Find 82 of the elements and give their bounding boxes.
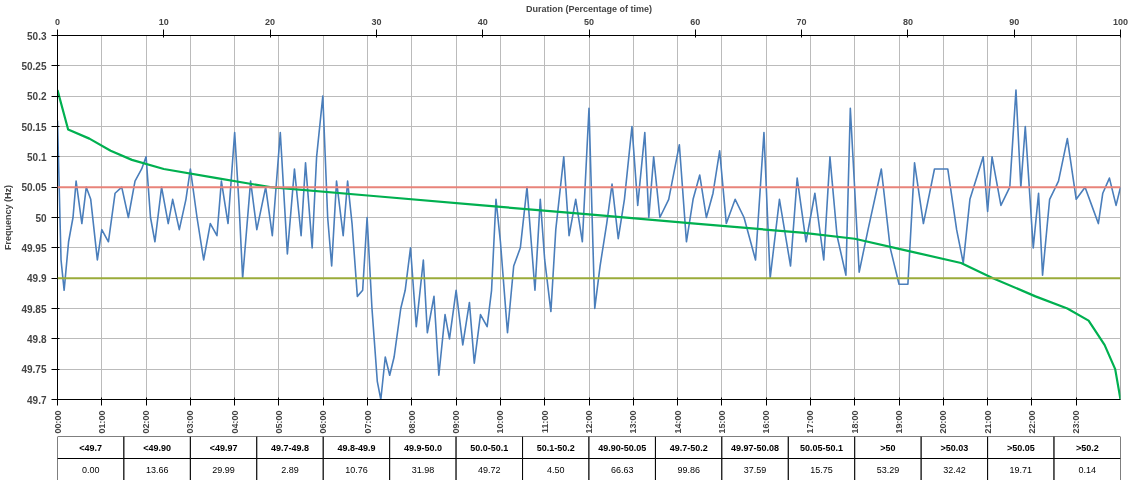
x-tick-label: 04:00 bbox=[229, 410, 240, 434]
text: 49.72 bbox=[478, 464, 501, 475]
x-tick-label: 07:00 bbox=[362, 410, 373, 434]
y-axis-title: Frequency (Hz) bbox=[3, 184, 14, 250]
y-tick-label: 49.95 bbox=[21, 242, 47, 254]
y-tick-label: 50.3 bbox=[27, 30, 47, 42]
x-tick-label: 14:00 bbox=[672, 410, 683, 434]
text: 4.50 bbox=[547, 464, 565, 475]
text: 0.14 bbox=[1078, 464, 1097, 475]
category-label: 49.7-50.2 bbox=[669, 442, 708, 453]
x2-tick-label: 100 bbox=[1112, 16, 1128, 27]
x2-tick-label: 90 bbox=[1009, 16, 1020, 27]
y-tick-label: 50.1 bbox=[27, 151, 47, 163]
category-label: 50.0-50.1 bbox=[470, 442, 509, 453]
y-tick-label: 50.2 bbox=[27, 91, 47, 103]
category-label: >50.2 bbox=[1075, 442, 1099, 453]
x-tick-label: 16:00 bbox=[761, 410, 772, 434]
text: 32.42 bbox=[943, 464, 966, 475]
category-label: 50.1-50.2 bbox=[536, 442, 575, 453]
y-tick-label: 49.7 bbox=[27, 394, 47, 406]
y-tick-label: 50.05 bbox=[21, 182, 47, 194]
x-tick-label: 08:00 bbox=[406, 410, 417, 434]
x-tick-label: 12:00 bbox=[584, 410, 594, 434]
x2-tick-label: 40 bbox=[477, 16, 488, 27]
x-tick-label: 05:00 bbox=[273, 410, 284, 434]
category-label: 50.05-50.1 bbox=[800, 442, 844, 453]
text: 10.76 bbox=[345, 464, 368, 475]
x-tick-label: 03:00 bbox=[185, 410, 196, 434]
text: 37.59 bbox=[743, 464, 767, 475]
y-tick-label: 49.8 bbox=[27, 333, 47, 345]
category-label: 49.97-50.08 bbox=[731, 442, 780, 453]
category-label: <49.7 bbox=[79, 442, 103, 453]
x-tick-label: 21:00 bbox=[982, 410, 993, 434]
category-label: >50.03 bbox=[940, 442, 969, 453]
x2-tick-label: 10 bbox=[158, 16, 169, 27]
category-label: <49.97 bbox=[209, 442, 238, 453]
x-tick-label: 10:00 bbox=[495, 410, 506, 434]
x-tick-label: 02:00 bbox=[141, 410, 152, 434]
x-tick-label: 13:00 bbox=[628, 410, 639, 434]
y-tick-label: 50.15 bbox=[21, 121, 47, 133]
y-tick-label: 50.25 bbox=[21, 60, 47, 72]
text: 2.89 bbox=[281, 464, 299, 475]
y-tick-label: 49.9 bbox=[27, 273, 47, 285]
text: 0.00 bbox=[81, 464, 100, 475]
category-label: 49.8-49.9 bbox=[337, 442, 376, 453]
text: 66.63 bbox=[610, 464, 634, 475]
category-label: 49.9-50.0 bbox=[403, 442, 442, 453]
x2-tick-label: 50 bbox=[583, 16, 595, 27]
y-tick-label: 50 bbox=[35, 212, 47, 224]
x-tick-label: 06:00 bbox=[318, 410, 329, 434]
y-tick-label: 49.75 bbox=[21, 364, 47, 376]
category-label: 49.7-49.8 bbox=[271, 442, 310, 453]
text: 53.29 bbox=[876, 464, 900, 475]
text: 99.86 bbox=[677, 464, 700, 475]
x-tick-label: 01:00 bbox=[96, 410, 107, 434]
text: 15.75 bbox=[810, 464, 833, 475]
x-tick-label: 18:00 bbox=[849, 410, 860, 434]
x-tick-label: 17:00 bbox=[805, 410, 816, 434]
x-tick-label: 11:00 bbox=[539, 410, 550, 434]
category-label: <49.90 bbox=[143, 442, 172, 453]
category-label: 49.90-50.05 bbox=[598, 442, 647, 453]
text: 31.98 bbox=[411, 464, 435, 475]
x-tick-label: 09:00 bbox=[451, 410, 462, 434]
x2-tick-label: 80 bbox=[902, 16, 913, 27]
text: 29.99 bbox=[212, 464, 235, 475]
y-tick-label: 49.85 bbox=[21, 303, 47, 315]
x2-tick-label: 70 bbox=[796, 16, 807, 27]
x2-tick-label: 30 bbox=[371, 16, 382, 27]
x2-tick-label: 60 bbox=[690, 16, 701, 27]
x-tick-label: 22:00 bbox=[1026, 410, 1037, 434]
x-tick-label: 23:00 bbox=[1071, 410, 1082, 434]
x-tick-label: 00:00 bbox=[52, 410, 63, 434]
text: 19.71 bbox=[1009, 464, 1033, 475]
x2-tick-label: 20 bbox=[265, 16, 276, 27]
x2-axis-title: Duration (Percentage of time) bbox=[525, 3, 653, 14]
category-label: >50.05 bbox=[1006, 442, 1035, 453]
x-tick-label: 19:00 bbox=[894, 410, 905, 434]
x-tick-label: 20:00 bbox=[938, 410, 949, 434]
category-label: >50 bbox=[880, 442, 896, 453]
x-tick-label: 15:00 bbox=[716, 410, 727, 434]
x2-tick-label: 0 bbox=[55, 16, 61, 27]
text: 13.66 bbox=[145, 464, 169, 475]
